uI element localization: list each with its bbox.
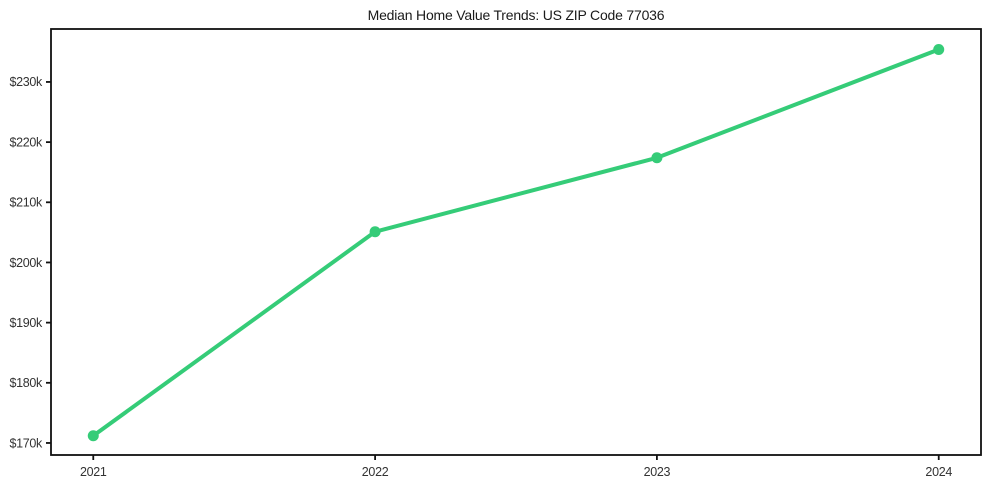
chart-title: Median Home Value Trends: US ZIP Code 77…: [367, 7, 665, 23]
x-tick-label: 2023: [644, 465, 671, 479]
data-line: [91, 47, 941, 438]
data-point: [87, 430, 99, 442]
y-tick-label: $180k: [9, 376, 43, 390]
y-tick-label: $230k: [9, 75, 43, 89]
data-point: [369, 226, 381, 238]
y-tick-label: $220k: [9, 135, 43, 149]
y-tick-label: $200k: [9, 256, 43, 270]
plot-frame: [50, 28, 982, 456]
data-point: [933, 43, 945, 55]
y-tick-label: $190k: [9, 316, 43, 330]
y-tick-label: $170k: [9, 436, 43, 450]
x-tick-label: 2024: [925, 465, 952, 479]
x-tick-label: 2021: [80, 465, 107, 479]
y-tick-label: $210k: [9, 196, 43, 210]
x-tick-label: 2022: [362, 465, 389, 479]
data-point: [651, 152, 663, 164]
